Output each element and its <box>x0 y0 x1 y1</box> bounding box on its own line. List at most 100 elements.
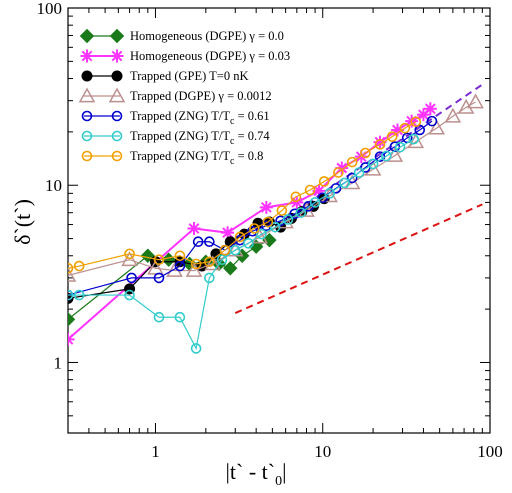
star-stroke <box>424 103 436 115</box>
data-point <box>304 184 316 196</box>
legend-marker <box>110 49 124 63</box>
y-tick-label: 10 <box>45 176 62 195</box>
data-point <box>153 254 165 266</box>
legend-label: Trapped (ZNG) T/Tc = 0.74 <box>130 129 270 147</box>
legend-item-3: Trapped (GPE) T=0 nK <box>81 69 249 83</box>
star-stroke <box>222 227 234 239</box>
legend-marker <box>111 150 123 162</box>
data-point <box>333 167 344 178</box>
legend-marker <box>80 49 94 63</box>
legend: Homogeneous (DGPE) γ = 0.0 Homogeneous (D… <box>78 28 290 167</box>
data-point <box>386 131 398 142</box>
data-point <box>414 124 426 136</box>
data-point <box>346 156 358 168</box>
plot-frame <box>67 7 491 434</box>
x-axis-title-tail: | <box>282 459 286 484</box>
data-point <box>290 191 302 203</box>
data-point <box>174 311 186 323</box>
legend-label: Trapped (DGPE) γ = 0.0012 <box>130 89 272 103</box>
star-stroke <box>68 337 74 345</box>
legend-marker <box>81 130 93 142</box>
data-point <box>381 150 392 162</box>
series-7 <box>68 116 422 274</box>
legend-marker <box>108 87 126 103</box>
data-point <box>229 244 241 256</box>
data-point <box>174 260 186 272</box>
legend-marker <box>78 87 96 103</box>
data-point <box>223 261 238 276</box>
series-line <box>68 121 417 269</box>
data-point <box>426 115 438 127</box>
data-point <box>73 289 85 301</box>
data-point <box>367 158 379 170</box>
data-point <box>309 197 321 208</box>
data-point <box>226 241 244 257</box>
data-point <box>124 289 135 301</box>
data-point <box>353 167 365 178</box>
x-tick-label: 10 <box>314 442 331 461</box>
legend-label: Trapped (ZNG) T/Tc = 0.8 <box>130 149 263 167</box>
series-line <box>68 138 415 351</box>
data-point <box>374 139 386 150</box>
data-point <box>126 272 137 284</box>
y-tick-label: 100 <box>37 0 63 18</box>
legend-marker <box>81 150 93 162</box>
y-axis-title: δ`(t`) <box>10 199 35 245</box>
data-point <box>204 272 215 284</box>
data-point <box>423 102 437 116</box>
legend-marker <box>79 28 95 44</box>
data-point <box>399 122 411 134</box>
x-tick-label: 1 <box>151 442 160 461</box>
data-point <box>121 251 138 267</box>
legend-label: Homogeneous (DGPE) γ = 0.03 <box>130 49 290 63</box>
legend-marker <box>81 110 93 122</box>
data-point <box>256 228 267 240</box>
data-point <box>243 238 254 249</box>
data-point <box>190 258 202 270</box>
data-point <box>262 216 274 228</box>
data-point <box>282 214 294 225</box>
series-6 <box>68 133 420 354</box>
star-stroke <box>260 201 272 213</box>
data-point <box>318 176 330 187</box>
data-point <box>467 93 484 109</box>
data-point <box>68 262 74 274</box>
data-point <box>339 177 350 189</box>
data-point <box>408 133 420 145</box>
legend-item-5: Trapped (ZNG) T/Tc = 0.61 <box>81 109 270 127</box>
x-axis-title-main: |t` - t` <box>225 459 275 484</box>
legend-marker <box>111 70 123 82</box>
legend-label: Trapped (ZNG) T/Tc = 0.61 <box>130 109 270 127</box>
data-point <box>410 116 422 128</box>
data-point <box>444 107 462 123</box>
data-point <box>192 236 204 248</box>
data-point <box>68 312 76 327</box>
legend-marker <box>109 28 125 44</box>
data-point <box>68 332 75 346</box>
legend-item-2: Homogeneous (DGPE) γ = 0.03 <box>80 49 290 63</box>
data-point <box>185 262 203 277</box>
data-point <box>249 223 260 234</box>
data-point <box>73 260 85 272</box>
data-point <box>219 244 231 256</box>
legend-item-7: Trapped (ZNG) T/Tc = 0.8 <box>81 149 263 167</box>
data-point <box>247 225 258 237</box>
data-point <box>216 254 228 266</box>
legend-item-6: Trapped (ZNG) T/Tc = 0.74 <box>81 129 270 147</box>
star-stroke <box>111 50 123 62</box>
data-point <box>187 222 201 236</box>
data-point <box>204 256 215 268</box>
data-point <box>68 266 77 282</box>
legend-marker <box>81 70 93 82</box>
data-point <box>428 119 445 135</box>
x-axis-title: |t` - t`0| <box>225 459 286 489</box>
data-point <box>346 172 358 184</box>
data-point <box>174 250 186 262</box>
star-stroke <box>374 136 386 148</box>
data-point <box>204 255 222 271</box>
reference-line-1 <box>234 203 483 314</box>
data-point <box>269 221 281 233</box>
star-stroke <box>313 185 325 197</box>
legend-item-4: Trapped (DGPE) γ = 0.0012 <box>78 87 272 103</box>
